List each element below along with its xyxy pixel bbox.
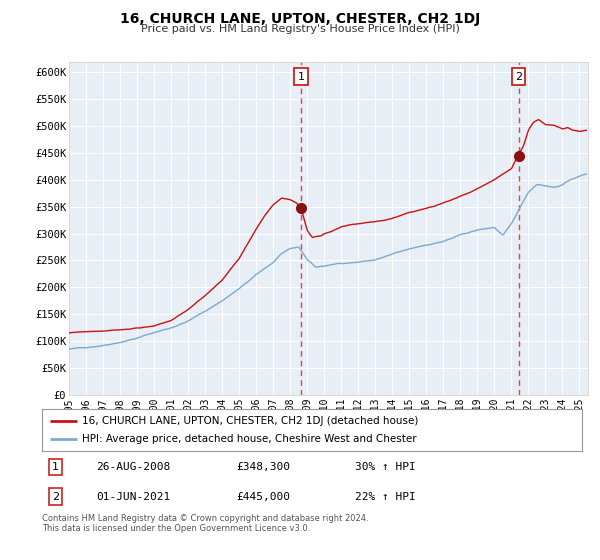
- Text: 01-JUN-2021: 01-JUN-2021: [96, 492, 170, 502]
- Text: 2: 2: [52, 492, 59, 502]
- Text: 1: 1: [298, 72, 305, 82]
- Text: Contains HM Land Registry data © Crown copyright and database right 2024.
This d: Contains HM Land Registry data © Crown c…: [42, 514, 368, 534]
- Text: HPI: Average price, detached house, Cheshire West and Chester: HPI: Average price, detached house, Ches…: [83, 434, 417, 444]
- Text: 1: 1: [52, 462, 59, 472]
- Text: 26-AUG-2008: 26-AUG-2008: [96, 462, 170, 472]
- Text: £348,300: £348,300: [236, 462, 290, 472]
- Text: 22% ↑ HPI: 22% ↑ HPI: [355, 492, 416, 502]
- Text: Price paid vs. HM Land Registry's House Price Index (HPI): Price paid vs. HM Land Registry's House …: [140, 24, 460, 34]
- Text: 30% ↑ HPI: 30% ↑ HPI: [355, 462, 416, 472]
- Text: £445,000: £445,000: [236, 492, 290, 502]
- Text: 16, CHURCH LANE, UPTON, CHESTER, CH2 1DJ (detached house): 16, CHURCH LANE, UPTON, CHESTER, CH2 1DJ…: [83, 416, 419, 426]
- Text: 2: 2: [515, 72, 522, 82]
- Text: 16, CHURCH LANE, UPTON, CHESTER, CH2 1DJ: 16, CHURCH LANE, UPTON, CHESTER, CH2 1DJ: [120, 12, 480, 26]
